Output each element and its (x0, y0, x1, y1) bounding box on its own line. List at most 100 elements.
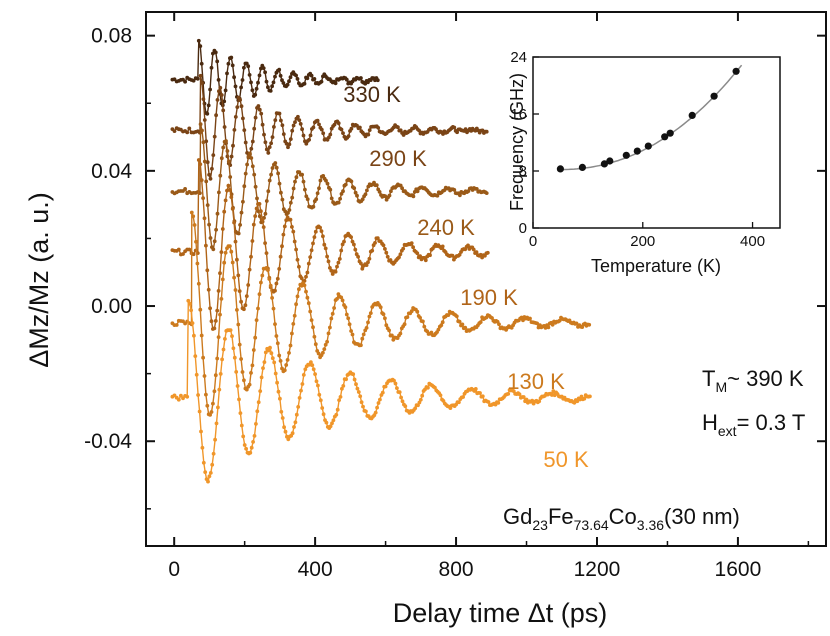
x-axis-label: Delay time Δt (ps) (393, 598, 608, 628)
data-point (274, 281, 279, 286)
data-point (458, 193, 462, 198)
data-point (213, 437, 218, 442)
data-point (311, 367, 316, 372)
data-point (228, 328, 233, 332)
data-point (378, 305, 383, 310)
data-point (275, 276, 280, 281)
data-point (239, 104, 244, 109)
data-point (517, 392, 522, 397)
data-point (535, 321, 539, 326)
data-point (305, 197, 310, 202)
data-point (223, 88, 228, 93)
data-point (242, 184, 247, 189)
data-point (433, 385, 437, 390)
data-point (327, 135, 331, 140)
data-point (309, 318, 314, 322)
data-point (218, 372, 223, 376)
data-point (317, 392, 322, 397)
data-point (296, 114, 300, 119)
data-point (242, 65, 246, 70)
data-point (315, 118, 320, 123)
data-point (271, 80, 276, 85)
data-point (473, 387, 478, 391)
data-point (264, 199, 269, 203)
data-point (358, 125, 362, 130)
data-point (457, 400, 461, 405)
data-point (341, 189, 345, 194)
data-point (277, 67, 282, 72)
data-point (375, 236, 380, 241)
data-point (249, 254, 253, 259)
data-point (214, 113, 219, 118)
data-point (229, 55, 234, 60)
data-point (325, 254, 329, 259)
data-point (375, 405, 379, 410)
data-point (314, 379, 319, 384)
inset-y-tick-label: 16 (510, 106, 527, 123)
data-point (280, 78, 284, 83)
data-point (270, 135, 275, 140)
inset-x-tick-label: 200 (630, 233, 655, 250)
data-point (246, 283, 251, 287)
data-point (208, 413, 213, 417)
data-point (215, 98, 220, 102)
data-point (484, 129, 489, 134)
data-point (208, 306, 213, 311)
data-point (325, 181, 330, 186)
data-point (323, 246, 328, 251)
data-point (278, 359, 283, 363)
data-point (261, 225, 266, 230)
data-point (194, 372, 199, 377)
data-point (266, 268, 270, 272)
data-point (415, 251, 420, 256)
data-point (300, 382, 305, 386)
data-point (220, 357, 225, 362)
data-point (387, 328, 391, 333)
series-labels: 330 K 290 K 240 K 190 K 130 K 50 K (343, 82, 589, 472)
data-point (302, 81, 307, 86)
data-point (343, 182, 348, 187)
data-point (234, 370, 239, 374)
data-point (342, 239, 346, 244)
data-point (190, 321, 195, 325)
data-point (324, 178, 328, 183)
data-point (191, 252, 196, 257)
data-point (320, 406, 325, 410)
data-point (238, 98, 243, 102)
data-point (402, 322, 407, 327)
data-point (401, 246, 406, 251)
data-point (337, 398, 341, 402)
data-point (290, 195, 295, 200)
data-point (243, 171, 248, 176)
data-point (219, 297, 224, 301)
series-130k (170, 210, 592, 417)
data-point (360, 336, 365, 341)
data-point (460, 322, 465, 327)
data-point (201, 355, 206, 360)
data-point (191, 214, 196, 219)
data-point (381, 243, 386, 248)
data-point (290, 331, 294, 336)
data-point (521, 318, 525, 323)
inset-x-tick-labels: 0 200 400 (529, 233, 765, 250)
data-point (294, 73, 298, 78)
data-point (268, 89, 273, 93)
data-point (452, 125, 457, 130)
data-point (319, 127, 324, 132)
data-point (269, 351, 274, 356)
series-label: 290 K (369, 146, 427, 171)
series-label: 330 K (343, 82, 401, 107)
data-point (198, 73, 203, 78)
data-point (418, 254, 422, 259)
data-point (524, 397, 529, 402)
data-point (353, 247, 358, 252)
data-point (215, 308, 220, 313)
data-point (383, 316, 387, 321)
data-point (205, 111, 210, 116)
data-point (311, 125, 316, 130)
data-point (235, 308, 239, 312)
data-point (204, 179, 209, 184)
data-point (307, 137, 311, 142)
data-point (383, 194, 388, 199)
data-point (303, 187, 307, 192)
